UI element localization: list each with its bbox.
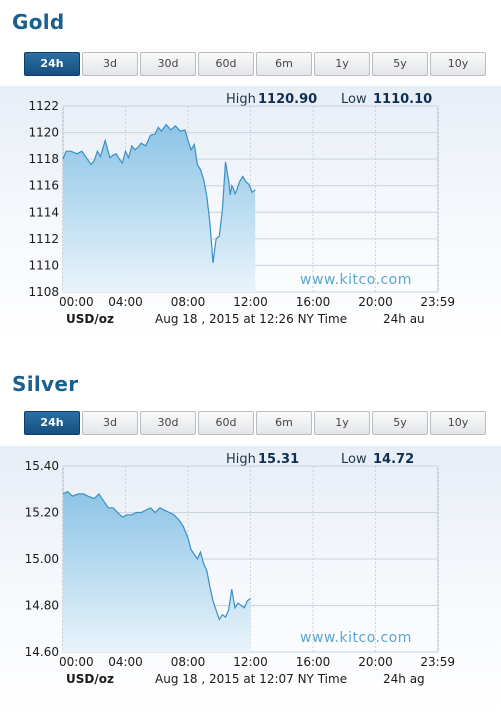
silver-y-tick-label: 14.60 [25,645,59,659]
silver-y-tick-label: 15.00 [25,552,59,566]
silver-panel: Silver 24h 3d 30d 60d 6m 1y 5y 10y High … [0,360,501,714]
silver-timestamp: Aug 18 , 2015 at 12:07 NY Time [155,672,347,686]
gold-x-tick-label: 04:00 [108,295,143,309]
gold-price-line [62,123,256,263]
gold-y-tick-label: 1110 [28,258,59,272]
silver-x-tick-label: 20:00 [358,655,393,669]
silver-tab-24h[interactable]: 24h [24,411,80,435]
gold-range-label: 24h au [383,312,425,326]
silver-y-tick-label: 15.40 [25,459,59,473]
silver-price-line [62,490,251,621]
gold-tab-3d[interactable]: 3d [82,52,138,76]
gold-title: Gold [12,10,65,34]
gold-low-label: Low [341,92,367,107]
gold-y-tick-label: 1120 [28,126,59,140]
gold-tab-10y[interactable]: 10y [430,52,486,76]
gold-x-tick-label: 08:00 [171,295,206,309]
silver-x-tick-label: 04:00 [108,655,143,669]
gold-tab-24h[interactable]: 24h [24,52,80,76]
gold-x-tick-label: 16:00 [296,295,331,309]
silver-chart-area: High 15.31 Low 14.72 14.60 14.80 15.00 15.2… [0,446,501,714]
silver-range-label: 24h ag [383,672,425,686]
gold-x-tick-label: 23:59 [420,295,455,309]
gold-x-tick-label: 00:00 [59,295,94,309]
silver-unit-label: USD/oz [66,672,114,686]
silver-x-tick-label: 08:00 [171,655,206,669]
silver-tab-60d[interactable]: 60d [198,411,254,435]
gold-y-tick-label: 1112 [28,232,59,246]
gold-low-value: 1110.10 [373,92,432,107]
gold-watermark: www.kitco.com [300,272,412,288]
silver-high-label: High [226,452,256,467]
gold-high-value: 1120.90 [258,92,317,107]
silver-x-tick-label: 12:00 [233,655,268,669]
silver-title: Silver [12,372,79,396]
silver-watermark: www.kitco.com [300,630,412,646]
silver-high-value: 15.31 [258,452,299,467]
gold-price-area [63,124,256,292]
silver-x-tick-label: 00:00 [59,655,94,669]
gold-tab-6m[interactable]: 6m [256,52,312,76]
gold-y-tick-label: 1118 [28,152,59,166]
silver-tab-30d[interactable]: 30d [140,411,196,435]
silver-low-label: Low [341,452,367,467]
silver-tab-10y[interactable]: 10y [430,411,486,435]
silver-price-chart: High 15.31 Low 14.72 14.60 14.80 15.00 15.2… [25,452,455,686]
silver-tab-3d[interactable]: 3d [82,411,138,435]
gold-timestamp: Aug 18 , 2015 at 12:26 NY Time [155,312,347,326]
gold-x-tick-label: 12:00 [233,295,268,309]
silver-y-tick-label: 15.20 [25,506,59,520]
gold-chart-area: High 1120.90 Low 1110.10 1108 1110 1112 111… [0,86,501,345]
gold-y-tick-label: 1122 [28,99,59,113]
silver-x-tick-label: 23:59 [420,655,455,669]
silver-tab-5y[interactable]: 5y [372,411,428,435]
silver-price-area [63,491,251,652]
gold-unit-label: USD/oz [66,312,114,326]
gold-y-tick-label: 1108 [28,285,59,299]
silver-tab-1y[interactable]: 1y [314,411,370,435]
gold-x-tick-label: 20:00 [358,295,393,309]
silver-x-tick-label: 16:00 [296,655,331,669]
gold-panel: Gold 24h 3d 30d 60d 6m 1y 5y 10y High 11… [0,0,501,345]
gold-tab-1y[interactable]: 1y [314,52,370,76]
gold-y-tick-label: 1116 [28,179,59,193]
silver-low-value: 14.72 [373,452,414,467]
gold-tab-60d[interactable]: 60d [198,52,254,76]
gold-high-label: High [226,92,256,107]
silver-y-tick-label: 14.80 [25,599,59,613]
silver-tab-6m[interactable]: 6m [256,411,312,435]
gold-tab-30d[interactable]: 30d [140,52,196,76]
gold-y-tick-label: 1114 [28,205,59,219]
gold-tab-5y[interactable]: 5y [372,52,428,76]
gold-price-chart: High 1120.90 Low 1110.10 1108 1110 1112 111… [28,92,455,326]
